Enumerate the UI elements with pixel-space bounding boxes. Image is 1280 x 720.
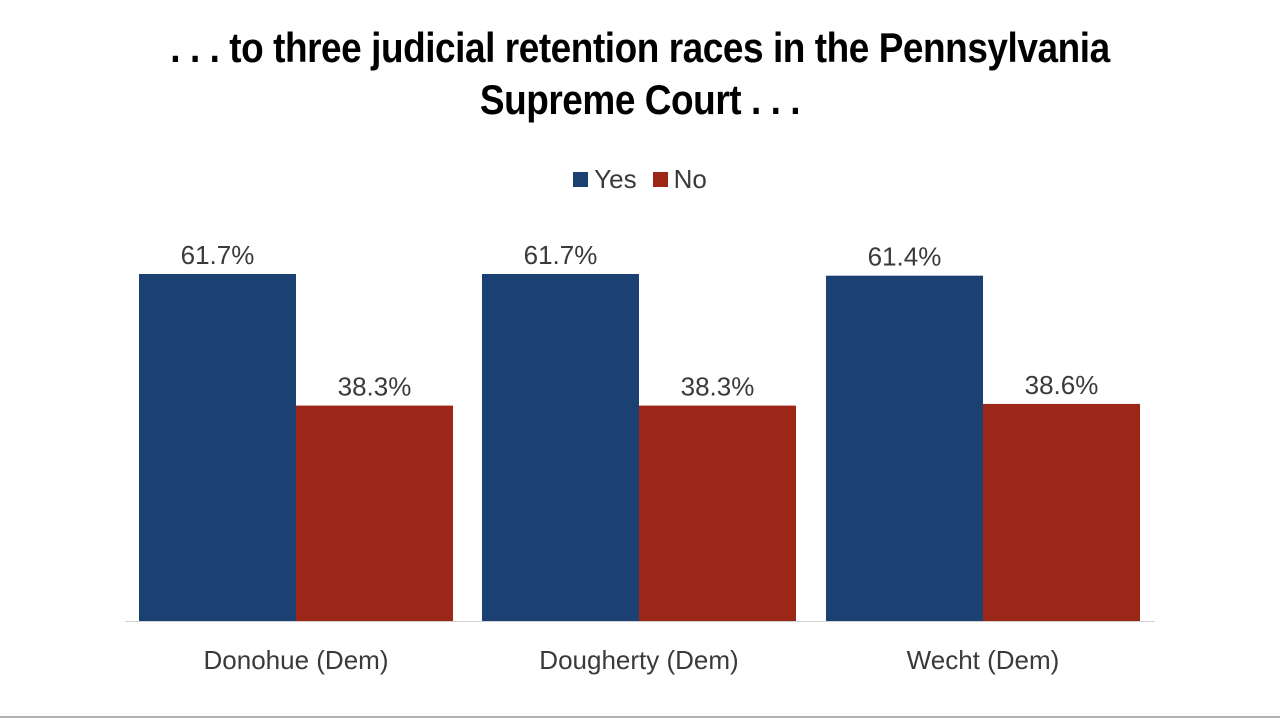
data-label-no-0: 38.3% [338,372,412,402]
legend: Yes No [0,164,1280,195]
legend-label-yes: Yes [594,164,637,194]
legend-swatch-no [652,172,668,187]
legend-swatch-yes [573,172,589,187]
data-label-no-1: 38.3% [681,372,755,402]
data-label-yes-0: 61.7% [181,240,255,270]
data-label-no-2: 38.6% [1025,370,1099,400]
category-label-0: Donohue (Dem) [204,645,389,675]
chart-title: . . . to three judicial retention races … [170,24,1110,123]
category-label-2: Wecht (Dem) [907,645,1060,675]
bar-no-0 [296,405,453,621]
legend-item-yes: Yes [573,164,637,195]
bar-yes-2 [826,275,983,621]
bar-yes-0 [139,274,296,621]
data-label-yes-1: 61.7% [524,240,598,270]
legend-label-no: No [673,164,707,194]
bar-yes-1 [482,274,639,621]
footer-divider [0,716,1280,718]
bar-no-1 [639,405,796,621]
category-label-1: Dougherty (Dem) [539,645,738,675]
bar-no-2 [983,403,1140,621]
legend-item-no: No [652,164,707,195]
data-label-yes-2: 61.4% [868,242,942,272]
